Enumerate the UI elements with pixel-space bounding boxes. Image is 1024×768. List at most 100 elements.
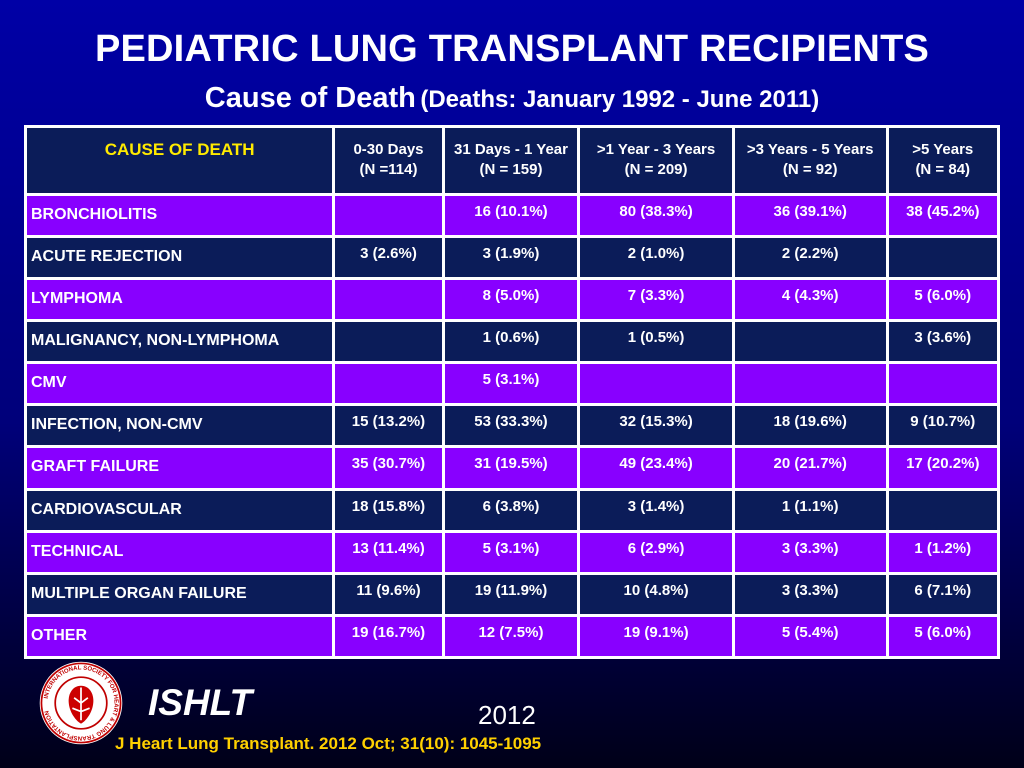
- value-cell: 32 (15.3%): [580, 406, 732, 446]
- value-cell: 17 (20.2%): [888, 448, 997, 488]
- table-row: MULTIPLE ORGAN FAILURE 11 (9.6%) 19 (11.9%…: [27, 574, 997, 614]
- value-cell: [335, 364, 442, 404]
- header-period-3: >1 Year - 3 Years (N = 209): [580, 128, 732, 193]
- cause-cell: LYMPHOMA: [27, 280, 333, 320]
- value-cell: 16 (10.1%): [444, 196, 578, 236]
- value-cell: 3 (3.3%): [734, 574, 886, 614]
- cause-cell: TECHNICAL: [27, 532, 333, 572]
- value-cell: [734, 364, 886, 404]
- header-label: CAUSE OF DEATH: [104, 140, 255, 159]
- header-period-1: 0-30 Days (N =114): [335, 128, 442, 193]
- value-cell: 31 (19.5%): [444, 448, 578, 488]
- value-cell: 5 (3.1%): [444, 364, 578, 404]
- value-cell: 3 (1.4%): [580, 490, 732, 530]
- cause-cell: INFECTION, NON-CMV: [27, 406, 333, 446]
- value-cell: 1 (1.2%): [888, 532, 997, 572]
- table-row: INFECTION, NON-CMV 15 (13.2%) 53 (33.3%) 32…: [27, 406, 997, 446]
- cause-cell: GRAFT FAILURE: [27, 448, 333, 488]
- value-cell: [734, 322, 886, 362]
- value-cell: 6 (2.9%): [580, 532, 732, 572]
- header-label: >1 Year - 3 Years: [596, 141, 716, 158]
- value-cell: 80 (38.3%): [580, 196, 732, 236]
- header-period-4: >3 Years - 5 Years (N = 92): [734, 128, 886, 193]
- value-cell: 3 (2.6%): [335, 238, 442, 278]
- value-cell: [888, 364, 997, 404]
- value-cell: 6 (3.8%): [444, 490, 578, 530]
- value-cell: 11 (9.6%): [335, 574, 442, 614]
- value-cell: 13 (11.4%): [335, 532, 442, 572]
- value-cell: 2 (1.0%): [580, 238, 732, 278]
- slide-title: PEDIATRIC LUNG TRANSPLANT RECIPIENTS: [94, 28, 930, 70]
- table-row: BRONCHIOLITIS 16 (10.1%) 80 (38.3%) 36 (39.…: [27, 196, 997, 236]
- value-cell: [335, 280, 442, 320]
- ishlt-seal-icon: INTERNATIONAL SOCIETY FOR HEART & LUNG T…: [39, 661, 123, 745]
- value-cell: [888, 238, 997, 278]
- header-period-5: >5 Years (N = 84): [888, 128, 997, 193]
- header-label: >3 Years - 5 Years: [746, 141, 874, 158]
- cause-cell: MALIGNANCY, NON-LYMPHOMA: [27, 322, 333, 362]
- value-cell: 4 (4.3%): [734, 280, 886, 320]
- cause-of-death-table: CAUSE OF DEATH 0-30 Days (N =114) 31 Days -…: [24, 125, 1000, 659]
- header-count: (N = 209): [624, 161, 688, 178]
- value-cell: 7 (3.3%): [580, 280, 732, 320]
- slide-subtitle: Cause of Death (Deaths: January 1992 - J…: [0, 82, 1024, 115]
- table-row: MALIGNANCY, NON-LYMPHOMA 1 (0.6%) 1 (0.5%)…: [27, 322, 997, 362]
- header-count: (N = 159): [479, 161, 543, 178]
- value-cell: 35 (30.7%): [335, 448, 442, 488]
- value-cell: 36 (39.1%): [734, 196, 886, 236]
- header-count: (N =114): [359, 161, 418, 178]
- subtitle-date-range: (Deaths: January 1992 - June 2011): [420, 86, 820, 113]
- table-row: LYMPHOMA 8 (5.0%) 7 (3.3%) 4 (4.3%) 5 (6.0%): [27, 280, 997, 320]
- value-cell: 18 (15.8%): [335, 490, 442, 530]
- value-cell: 38 (45.2%): [888, 196, 997, 236]
- value-cell: 5 (5.4%): [734, 616, 886, 656]
- journal-citation: J Heart Lung Transplant. 2012 Oct; 31(10…: [115, 734, 542, 753]
- table-row: TECHNICAL 13 (11.4%) 5 (3.1%) 6 (2.9%) 3 (3.…: [27, 532, 997, 572]
- value-cell: [335, 322, 442, 362]
- value-cell: 5 (6.0%): [888, 616, 997, 656]
- value-cell: 9 (10.7%): [888, 406, 997, 446]
- value-cell: 49 (23.4%): [580, 448, 732, 488]
- header-period-2: 31 Days - 1 Year (N = 159): [444, 128, 578, 193]
- cause-cell: OTHER: [27, 616, 333, 656]
- cause-cell: ACUTE REJECTION: [27, 238, 333, 278]
- table-header-row: CAUSE OF DEATH 0-30 Days (N =114) 31 Days -…: [27, 128, 997, 193]
- publication-year: 2012: [478, 700, 536, 730]
- value-cell: 10 (4.8%): [580, 574, 732, 614]
- org-name: ISHLT: [148, 682, 253, 723]
- cause-cell: BRONCHIOLITIS: [27, 196, 333, 236]
- value-cell: 19 (16.7%): [335, 616, 442, 656]
- table-body: BRONCHIOLITIS 16 (10.1%) 80 (38.3%) 36 (39.…: [27, 196, 997, 656]
- value-cell: 18 (19.6%): [734, 406, 886, 446]
- value-cell: 3 (3.3%): [734, 532, 886, 572]
- value-cell: 6 (7.1%): [888, 574, 997, 614]
- value-cell: 1 (0.5%): [580, 322, 732, 362]
- header-label: 31 Days - 1 Year: [453, 141, 568, 158]
- cause-cell: MULTIPLE ORGAN FAILURE: [27, 574, 333, 614]
- table-row: CARDIOVASCULAR 18 (15.8%) 6 (3.8%) 3 (1.4%)…: [27, 490, 997, 530]
- value-cell: 3 (3.6%): [888, 322, 997, 362]
- value-cell: 20 (21.7%): [734, 448, 886, 488]
- header-count: (N = 92): [782, 161, 838, 178]
- value-cell: [335, 196, 442, 236]
- value-cell: 8 (5.0%): [444, 280, 578, 320]
- header-label: >5 Years: [912, 141, 974, 158]
- value-cell: 5 (3.1%): [444, 532, 578, 572]
- value-cell: 5 (6.0%): [888, 280, 997, 320]
- value-cell: [888, 490, 997, 530]
- table-row: ACUTE REJECTION 3 (2.6%) 3 (1.9%) 2 (1.0%) 2…: [27, 238, 997, 278]
- value-cell: 1 (0.6%): [444, 322, 578, 362]
- value-cell: [580, 364, 732, 404]
- subtitle-main: Cause of Death: [204, 82, 416, 114]
- value-cell: 19 (9.1%): [580, 616, 732, 656]
- header-label: 0-30 Days: [353, 141, 424, 158]
- cause-cell: CARDIOVASCULAR: [27, 490, 333, 530]
- value-cell: 12 (7.5%): [444, 616, 578, 656]
- value-cell: 1 (1.1%): [734, 490, 886, 530]
- table-row: OTHER 19 (16.7%) 12 (7.5%) 19 (9.1%) 5 (5.4%…: [27, 616, 997, 656]
- value-cell: 15 (13.2%): [335, 406, 442, 446]
- table-row: GRAFT FAILURE 35 (30.7%) 31 (19.5%) 49 (23.…: [27, 448, 997, 488]
- value-cell: 2 (2.2%): [734, 238, 886, 278]
- cause-cell: CMV: [27, 364, 333, 404]
- table-row: CMV 5 (3.1%): [27, 364, 997, 404]
